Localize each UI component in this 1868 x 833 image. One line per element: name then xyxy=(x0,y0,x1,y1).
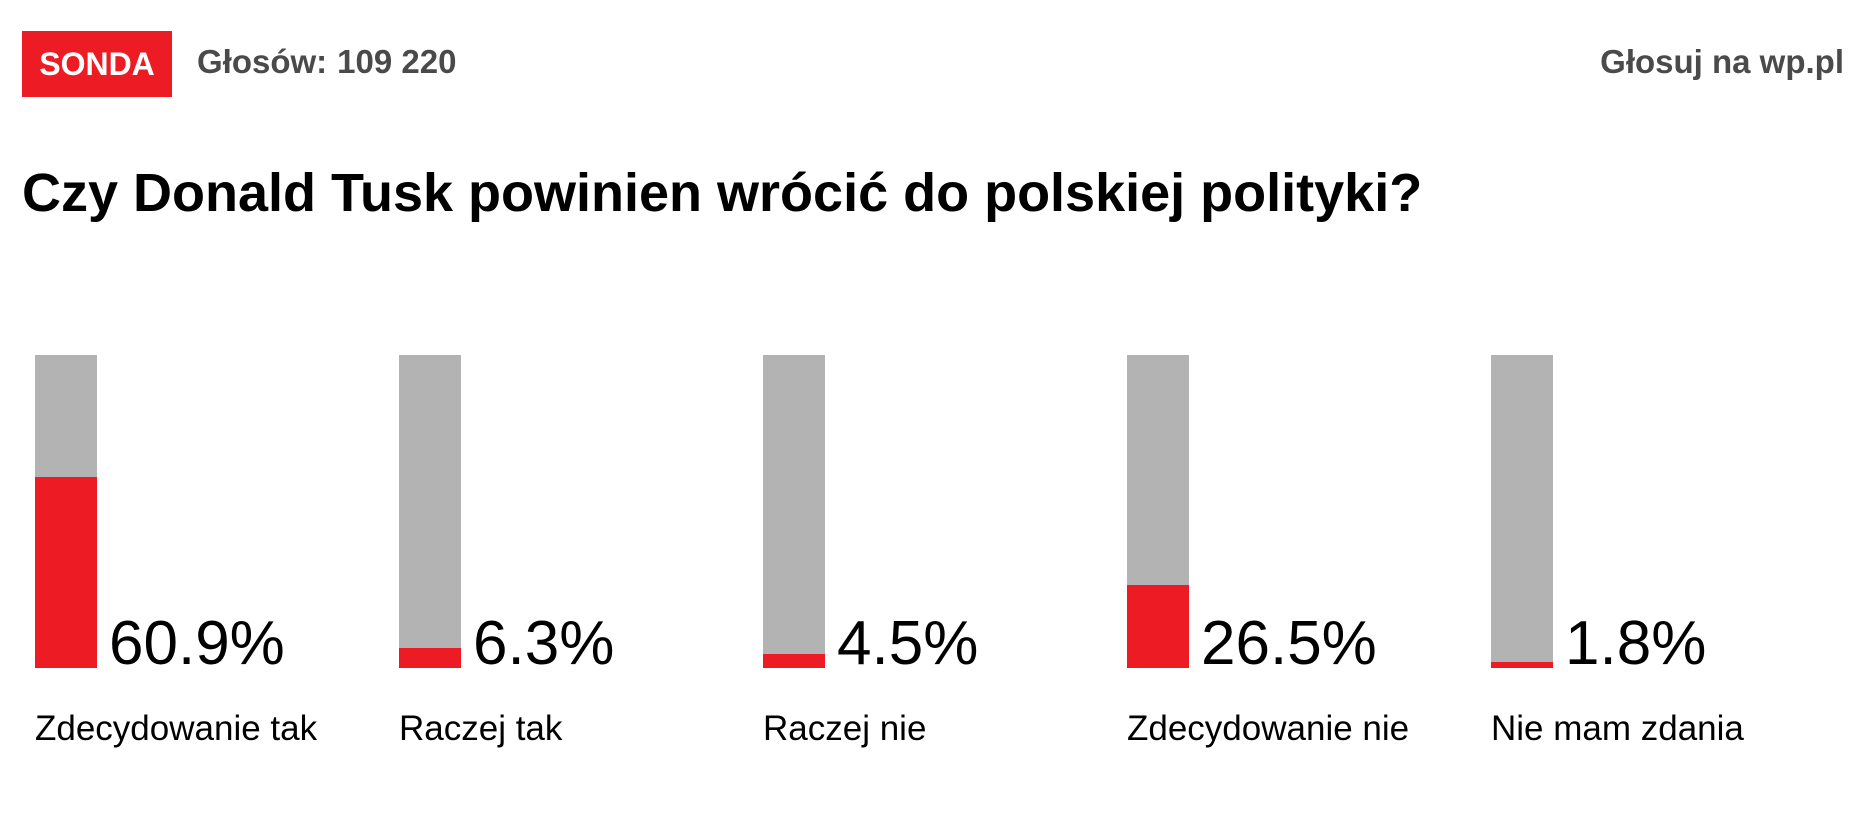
votes-label: Głosów: xyxy=(197,43,328,80)
bar xyxy=(1127,585,1189,668)
bar xyxy=(35,477,97,668)
bar xyxy=(1491,662,1553,668)
data-label: 6.3% xyxy=(473,609,615,678)
category-label: Nie mam zdania xyxy=(1491,709,1744,748)
category-label: Zdecydowanie tak xyxy=(35,709,318,748)
poll-header: SONDA Głosów: 109 220 Głosuj na wp.pl xyxy=(0,0,1868,100)
category-label: Raczej nie xyxy=(763,709,927,748)
sonda-badge: SONDA xyxy=(22,31,172,97)
data-label: 60.9% xyxy=(109,609,285,678)
category-label: Zdecydowanie nie xyxy=(1127,709,1410,748)
data-label: 4.5% xyxy=(837,609,979,678)
bar xyxy=(399,648,461,668)
bar-track xyxy=(35,355,97,668)
bar-track xyxy=(763,355,825,668)
poll-question: Czy Donald Tusk powinien wrócić do polsk… xyxy=(22,163,1423,223)
category-label: Raczej tak xyxy=(399,709,563,748)
votes-counter: Głosów: 109 220 xyxy=(197,42,456,82)
vote-on-wp-link[interactable]: Głosuj na wp.pl xyxy=(1600,43,1844,80)
votes-count: 109 220 xyxy=(337,43,457,80)
bar xyxy=(763,653,825,668)
bar-track xyxy=(1127,355,1189,668)
bar-track xyxy=(399,355,461,668)
data-label: 1.8% xyxy=(1565,609,1707,678)
bar-track xyxy=(1491,355,1553,668)
data-label: 26.5% xyxy=(1201,609,1377,678)
